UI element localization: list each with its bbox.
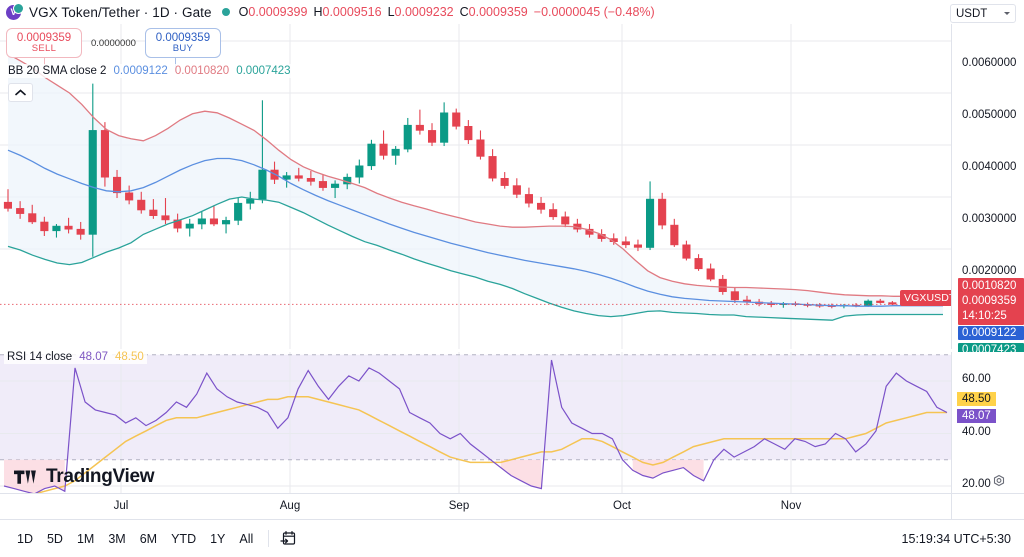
rsi-ma-tag: 48.50 — [957, 392, 996, 406]
rsi-chart-pane[interactable] — [0, 352, 951, 493]
tradingview-watermark: TradingView — [14, 466, 155, 488]
ohlc-l-key: L — [387, 5, 395, 19]
bb-name: BB 20 SMA close 2 — [8, 65, 107, 77]
ohlc-o-value: 0.0009399 — [248, 5, 308, 19]
bb-lower-value: 0.0007423 — [236, 65, 291, 77]
time-tick-2: Sep — [448, 500, 470, 512]
range-button-ytd[interactable]: YTD — [171, 531, 197, 546]
price-tick-1: 0.0050000 — [962, 109, 1017, 121]
buy-price: 0.0009359 — [155, 31, 211, 44]
range-button-1d[interactable]: 1D — [17, 531, 33, 546]
currency-selector[interactable]: USDT — [950, 4, 1016, 23]
price-tick-0: 0.0060000 — [962, 57, 1017, 69]
collapse-pane-button[interactable] — [8, 83, 33, 102]
bollinger-bands-legend[interactable]: BB 20 SMA close 2 0.0009122 0.0010820 0.000… — [6, 64, 293, 78]
sell-label: SELL — [31, 43, 57, 55]
chart-symbol-price-tag: VGXUSDT — [900, 290, 960, 306]
ohlc-l-value: 0.0009232 — [394, 5, 454, 19]
bb-basis-value: 0.0009122 — [113, 65, 168, 77]
rsi-chart-svg — [0, 352, 951, 493]
range-button-6m[interactable]: 6M — [139, 531, 158, 546]
ohlc-values: O0.0009399 H0.0009516 L0.0009232 C0.0009359… — [239, 5, 655, 19]
clock-label: 15:19:34 UTC+5:30 — [901, 531, 1011, 546]
currency-label: USDT — [956, 7, 988, 20]
price-chart-pane[interactable] — [0, 24, 951, 349]
chart-header: V VGX Token/Tether · 1D · Gate O0.000939… — [0, 0, 1024, 24]
time-tick-1: Aug — [279, 500, 301, 512]
price-chart-svg — [0, 24, 951, 349]
rsi-name: RSI 14 close — [7, 351, 73, 363]
chevron-up-icon — [15, 89, 26, 96]
toolbar-divider — [268, 530, 270, 547]
vgx-token-logo-icon: V — [6, 2, 24, 20]
tradingview-watermark-text: TradingView — [46, 466, 155, 487]
rsi-value: 48.07 — [79, 351, 108, 363]
price-tick-2: 0.0040000 — [962, 161, 1017, 173]
last-price-tag-value: 0.0009359 — [962, 295, 1017, 307]
time-tick-4: Nov — [780, 500, 802, 512]
price-axis[interactable]: 0.0060000 0.0050000 0.0040000 0.0030000 … — [951, 24, 1024, 357]
price-tick-3: 0.0030000 — [962, 213, 1017, 225]
rsi-value-tag: 48.07 — [957, 409, 996, 423]
range-button-1m[interactable]: 1M — [76, 531, 95, 546]
countdown-value: 14:10:25 — [962, 310, 1007, 322]
sell-button[interactable]: 0.0009359 SELL — [6, 28, 82, 58]
ohlc-change: −0.0000045 (−0.48%) — [533, 5, 655, 19]
ohlc-o-key: O — [238, 5, 249, 19]
calendar-range-button[interactable] — [277, 529, 299, 549]
rsi-legend[interactable]: RSI 14 close 48.07 48.50 — [4, 350, 147, 364]
spread-value: 0.0000000 — [91, 37, 136, 49]
bottom-toolbar: 1D 5D 1M 3M 6M YTD 1Y All 15:19:34 UTC+5:30 — [0, 519, 1024, 557]
last-price-tag: 0.0010820 0.0009359 14:10:25 — [958, 278, 1024, 325]
status-dot-icon — [221, 8, 230, 16]
range-button-5d[interactable]: 5D — [46, 531, 63, 546]
range-button-all[interactable]: All — [239, 531, 254, 546]
price-tick-4: 0.0020000 — [962, 265, 1017, 277]
range-button-3m[interactable]: 3M — [108, 531, 126, 546]
buy-button[interactable]: 0.0009359 BUY — [144, 28, 221, 58]
range-button-1y[interactable]: 1Y — [210, 531, 226, 546]
rsi-tick-2: 20.00 — [962, 478, 991, 490]
buy-label: BUY — [172, 43, 194, 55]
range-selector: 1D 5D 1M 3M 6M YTD 1Y All — [0, 528, 260, 550]
time-tick-3: Oct — [613, 500, 631, 512]
calendar-range-icon — [280, 531, 295, 545]
bb-basis-tag: 0.0009122 — [958, 326, 1024, 340]
ohlc-h-value: 0.0009516 — [322, 5, 382, 19]
bb-upper-value: 0.0010820 — [174, 65, 230, 77]
rsi-ma-value: 48.50 — [114, 351, 144, 363]
sell-price: 0.0009359 — [16, 31, 72, 44]
rsi-tick-1: 40.00 — [962, 426, 991, 438]
time-axis-right-corner — [951, 493, 1024, 519]
chevron-down-icon — [1004, 12, 1010, 15]
ohlc-c-key: C — [459, 5, 469, 19]
symbol-title[interactable]: VGX Token/Tether · 1D · Gate — [29, 4, 212, 20]
ohlc-h-key: H — [313, 5, 323, 19]
ohlc-c-value: 0.0009359 — [468, 5, 528, 19]
bb-upper-tag-value: 0.0010820 — [962, 280, 1017, 292]
time-tick-0: Jul — [113, 500, 129, 512]
gear-icon[interactable] — [991, 474, 1007, 490]
rsi-tick-0: 60.00 — [962, 373, 991, 385]
time-axis[interactable]: Jul Aug Sep Oct Nov — [0, 493, 951, 519]
trade-buttons-row: 0.0009359 SELL 0.0000000 0.0009359 BUY — [6, 28, 221, 58]
tradingview-logo-icon — [14, 470, 36, 484]
